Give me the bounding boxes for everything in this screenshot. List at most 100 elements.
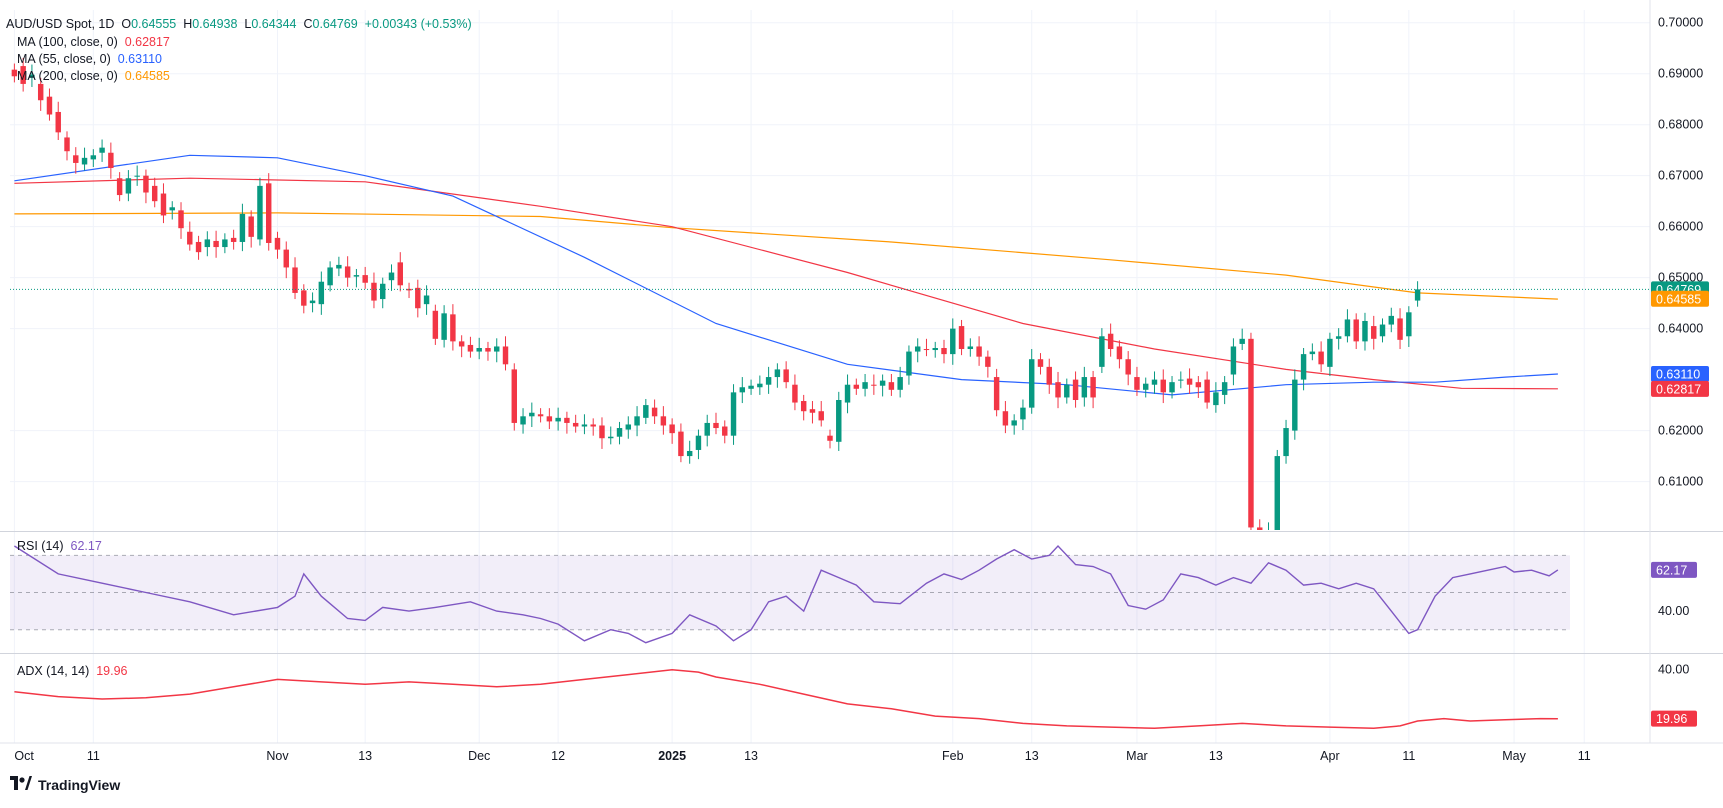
candle xyxy=(90,149,97,168)
candle-body xyxy=(985,356,991,367)
candle xyxy=(283,241,289,279)
candle xyxy=(230,229,237,250)
candle xyxy=(1055,371,1061,409)
candle-body xyxy=(950,328,956,355)
candle xyxy=(1028,349,1035,414)
candle-body xyxy=(967,346,974,350)
candle xyxy=(616,421,623,445)
candle-body xyxy=(187,231,193,245)
ohlc-low: 0.64344 xyxy=(251,17,297,31)
ma200-legend[interactable]: MA (200, close, 0) 0.64585 xyxy=(17,68,170,85)
candle-body xyxy=(108,152,114,169)
candle-body xyxy=(55,111,61,133)
candle xyxy=(932,341,938,358)
candle xyxy=(651,399,658,424)
ma55-legend[interactable]: MA (55, close, 0) 0.63110 xyxy=(17,51,162,68)
candle xyxy=(572,414,579,433)
candle-body xyxy=(669,424,675,434)
candle xyxy=(467,336,474,358)
candle-body xyxy=(239,213,246,242)
candle-body xyxy=(1169,382,1175,393)
rsi-tag-bg xyxy=(1651,561,1697,578)
candle-body xyxy=(906,351,912,376)
candle xyxy=(151,177,158,208)
candle-body xyxy=(11,69,18,77)
price-tick-label: 0.62000 xyxy=(1658,424,1703,438)
candle-body xyxy=(651,407,658,417)
candle-body xyxy=(476,348,482,352)
rsi-last-tag: 62.17 xyxy=(1656,563,1687,577)
candle-body xyxy=(599,425,605,439)
candle-body xyxy=(625,424,632,430)
candle xyxy=(608,426,614,445)
candle xyxy=(248,210,254,248)
candle-body xyxy=(564,417,570,423)
candle-body xyxy=(958,326,965,350)
candle-body xyxy=(432,310,439,339)
time-tick-label: Nov xyxy=(266,749,289,763)
candle xyxy=(1318,341,1324,372)
time-tick-label: 13 xyxy=(744,749,758,763)
candle-body xyxy=(327,267,333,286)
candle-body xyxy=(485,348,491,352)
candle-body xyxy=(888,382,895,390)
candle-body xyxy=(195,241,202,253)
adx-line xyxy=(14,668,1558,730)
candle xyxy=(1020,399,1026,431)
adx-legend[interactable]: ADX (14, 14) 19.96 xyxy=(17,663,128,680)
candle xyxy=(1379,318,1386,343)
ma100-legend[interactable]: MA (100, close, 0) 0.62817 xyxy=(17,34,170,51)
candle xyxy=(1081,366,1088,407)
candle-body xyxy=(1002,411,1009,426)
candle xyxy=(494,338,500,363)
candle-body xyxy=(1064,384,1070,398)
candle xyxy=(695,429,702,460)
candle xyxy=(99,139,105,162)
candle-body xyxy=(292,267,298,293)
candle xyxy=(397,252,403,292)
candle xyxy=(134,165,140,186)
ma-price-tag: 0.63110 xyxy=(1656,368,1700,382)
candle xyxy=(722,420,728,444)
ma55-legend-value: 0.63110 xyxy=(117,52,163,66)
adx-legend-value: 19.96 xyxy=(96,664,128,678)
candle-body xyxy=(248,216,254,237)
ohlc-high-label: H xyxy=(183,17,193,31)
ohlc-high: 0.64938 xyxy=(192,17,238,31)
time-tick-label: 11 xyxy=(87,749,100,763)
candle-body xyxy=(695,435,702,450)
candle xyxy=(757,375,763,395)
candle-body xyxy=(1143,383,1149,390)
candle xyxy=(20,57,26,92)
candle-body xyxy=(739,387,746,393)
tradingview-logo[interactable]: TradingView xyxy=(10,776,120,793)
candle-body xyxy=(1178,379,1184,381)
candle-body xyxy=(353,275,360,277)
candle xyxy=(1151,371,1158,394)
candle-body xyxy=(1011,420,1017,426)
candle xyxy=(1169,376,1175,399)
candle-body xyxy=(1335,336,1342,339)
candle-body xyxy=(1248,338,1254,528)
candle xyxy=(739,377,746,404)
candle-body xyxy=(1230,346,1237,375)
candle-body xyxy=(686,450,693,457)
candle xyxy=(888,374,895,396)
candle xyxy=(1064,378,1070,404)
candle-body xyxy=(897,377,903,390)
price-tick-label: 0.64000 xyxy=(1658,322,1703,336)
candle-body xyxy=(274,237,281,250)
candle xyxy=(914,338,921,363)
candle xyxy=(450,304,456,351)
candle xyxy=(958,319,965,356)
candle xyxy=(1002,401,1009,434)
candle xyxy=(1388,307,1395,333)
candle xyxy=(73,147,79,174)
candle xyxy=(537,408,544,423)
candle xyxy=(178,202,184,239)
candle xyxy=(625,416,632,439)
rsi-legend[interactable]: RSI (14) 62.17 xyxy=(17,538,102,555)
adx-tick-label: 40.00 xyxy=(1658,663,1689,677)
candle xyxy=(678,423,684,463)
